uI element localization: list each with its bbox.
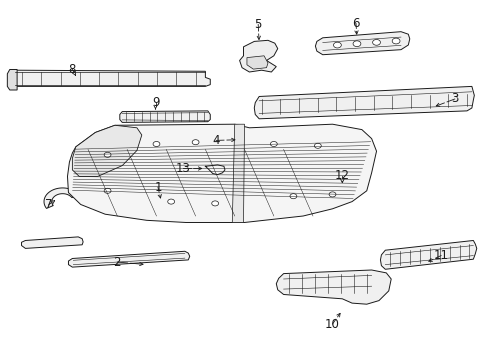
Text: 2: 2: [113, 256, 121, 269]
Polygon shape: [7, 69, 17, 90]
Circle shape: [153, 141, 160, 147]
Polygon shape: [315, 32, 409, 55]
Circle shape: [104, 152, 111, 157]
Circle shape: [167, 199, 174, 204]
Polygon shape: [10, 70, 210, 86]
Circle shape: [104, 188, 111, 193]
Circle shape: [352, 41, 360, 46]
Circle shape: [270, 141, 277, 147]
Text: 3: 3: [450, 93, 458, 105]
Circle shape: [391, 38, 399, 44]
Circle shape: [211, 201, 218, 206]
Polygon shape: [254, 86, 473, 119]
Circle shape: [328, 192, 335, 197]
Polygon shape: [239, 40, 277, 72]
Polygon shape: [232, 124, 244, 222]
Circle shape: [314, 143, 321, 148]
Polygon shape: [44, 188, 79, 208]
Polygon shape: [67, 124, 376, 222]
Polygon shape: [120, 111, 210, 122]
Text: 12: 12: [334, 169, 349, 182]
Text: 5: 5: [254, 18, 262, 31]
Polygon shape: [21, 237, 83, 248]
Polygon shape: [212, 129, 251, 147]
Text: 9: 9: [151, 96, 159, 109]
Text: 10: 10: [325, 318, 339, 330]
Polygon shape: [276, 270, 390, 304]
Text: 8: 8: [68, 63, 76, 76]
Circle shape: [372, 40, 380, 45]
Polygon shape: [72, 125, 142, 176]
Polygon shape: [246, 56, 267, 69]
Text: 7: 7: [45, 198, 53, 211]
Polygon shape: [380, 240, 476, 269]
Text: 11: 11: [433, 249, 447, 262]
Polygon shape: [329, 182, 343, 189]
Circle shape: [289, 194, 296, 199]
Text: 1: 1: [154, 181, 162, 194]
Polygon shape: [68, 251, 189, 267]
Circle shape: [333, 42, 341, 48]
Circle shape: [192, 140, 199, 145]
Text: 6: 6: [351, 17, 359, 30]
Text: 13: 13: [175, 162, 190, 175]
Text: 4: 4: [212, 134, 220, 147]
Polygon shape: [326, 180, 346, 192]
